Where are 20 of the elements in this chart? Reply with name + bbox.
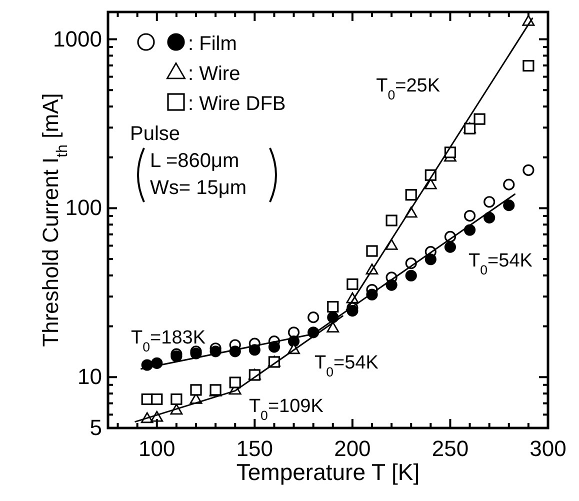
y-tick-label: 1000 bbox=[53, 26, 102, 52]
annotation: T$_{0}$=109K bbox=[248, 396, 324, 423]
annotation: Ws= 15μm bbox=[150, 177, 247, 199]
x-tick-label: 200 bbox=[334, 436, 371, 461]
x-tick-label: 250 bbox=[432, 436, 469, 461]
legend-label: : Film bbox=[188, 33, 237, 55]
annotation: Pulse bbox=[130, 123, 180, 145]
x-tick-label: 150 bbox=[236, 436, 274, 461]
x-tick-label: 300 bbox=[530, 436, 566, 461]
annotation: T$_{0}$=183K bbox=[131, 327, 206, 354]
legend-label: : Wire bbox=[188, 63, 240, 85]
annotation: T$_{0}$=54K bbox=[314, 352, 379, 379]
annotation: T$_{0}$=25K bbox=[376, 75, 440, 102]
annotation: L =860μm bbox=[150, 150, 240, 172]
x-tick-label: 100 bbox=[138, 436, 176, 461]
annotation: T$_{0}$=54K bbox=[468, 250, 533, 278]
y-tick-label: 10 bbox=[78, 364, 102, 390]
legend-label: : Wire DFB bbox=[188, 93, 286, 115]
x-axis-title: Temperature T [K] bbox=[236, 459, 420, 485]
y-tick-label: 5 bbox=[90, 415, 102, 440]
